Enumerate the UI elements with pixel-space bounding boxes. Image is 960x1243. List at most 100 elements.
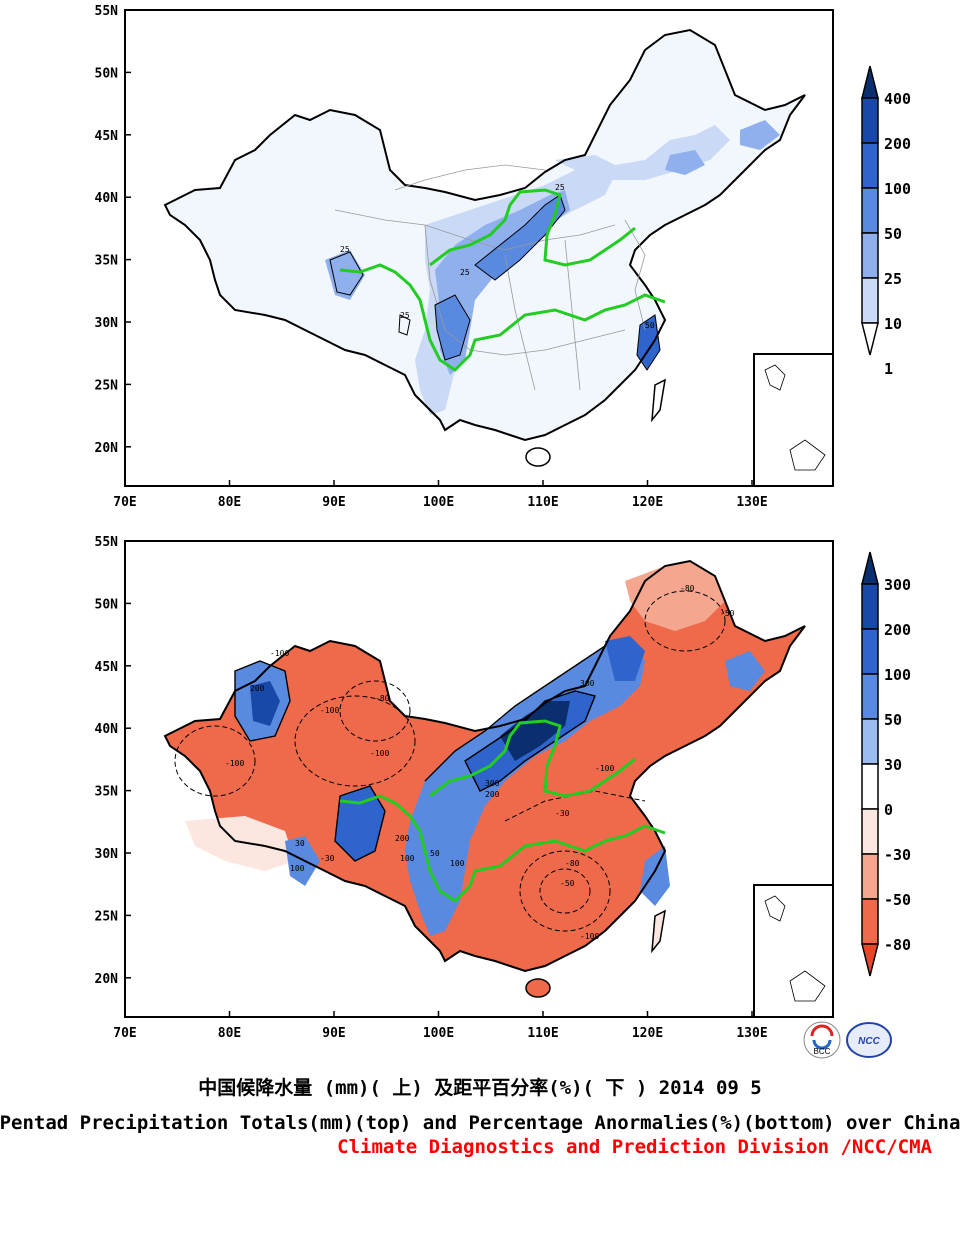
lat-tick-label: 50N [95,66,119,81]
colorbar-label: 0 [884,801,893,819]
top-shade-ne3 [740,120,780,150]
lat-tick-label: 45N [95,660,119,675]
colorbar-label: 10 [884,315,902,333]
lat-tick-label: 45N [95,129,119,144]
colorbar-segment [861,583,879,630]
lon-tick-label: 90E [322,1026,345,1041]
svg-text:100: 100 [450,859,465,868]
lat-tick-label: 30N [95,847,119,862]
colorbar-label: 1 [884,360,893,378]
svg-text:200: 200 [485,790,500,799]
svg-text:-30: -30 [320,854,335,863]
colorbar-label: -50 [884,891,911,909]
colorbar-label: 30 [884,756,902,774]
colorbar-segment [861,322,879,356]
top-longitude-axis: 70E 80E 90E 100E 110E 120E 130E [113,480,768,510]
top-shade-100 [637,315,660,370]
colorbar-segment [861,65,879,99]
colorbar-segment [861,97,879,144]
colorbar-segment [861,187,879,234]
colorbar-label: 300 [884,576,911,594]
svg-text:25: 25 [555,183,565,192]
svg-text:200: 200 [250,684,265,693]
svg-text:-50: -50 [720,609,735,618]
top-colorbar: 400 200 100 50 25 10 1 [861,65,911,378]
svg-text:BCC: BCC [814,1047,831,1056]
svg-text:NCC: NCC [858,1036,880,1047]
colorbar-segment [861,673,879,720]
bottom-shade-ne [625,561,725,631]
bottom-shade-max [500,701,570,761]
lat-tick-label: 55N [95,4,119,19]
top-shade-ne2 [665,150,705,175]
top-province-lines [334,164,646,391]
svg-text:50: 50 [430,849,440,858]
top-contours [329,194,661,371]
colorbar-segment [861,943,879,977]
ncc-logo: NCC [846,1022,892,1058]
colorbar-label: 100 [884,180,911,198]
colorbar-label: -80 [884,936,911,954]
lon-tick-label: 130E [736,495,767,510]
colorbar-segment [861,628,879,675]
lat-tick-label: 35N [95,785,119,800]
svg-text:-80: -80 [565,859,580,868]
bottom-shade-pink-w [185,816,295,871]
bottom-anomaly-map: -100 -100 -80 -100 -100 -50 -30 200 300 … [124,540,834,1018]
colorbar-label: 200 [884,135,911,153]
lon-tick-label: 80E [218,1026,241,1041]
svg-text:-100: -100 [270,649,289,658]
svg-text:-30: -30 [555,809,570,818]
bcc-logo: BCC [803,1021,841,1059]
svg-text:200: 200 [395,834,410,843]
lat-tick-label: 55N [95,535,119,550]
lon-tick-label: 120E [632,1026,663,1041]
bottom-shade-tibet-blue [335,786,385,861]
lon-tick-label: 90E [322,495,345,510]
svg-text:-50: -50 [560,879,575,888]
svg-text:25: 25 [460,268,470,277]
colorbar-label: 50 [884,225,902,243]
svg-text:-100: -100 [370,749,389,758]
colorbar-segment [861,808,879,855]
colorbar-segment [861,763,879,810]
lon-tick-label: 130E [736,1026,767,1041]
lon-tick-label: 80E [218,495,241,510]
lat-tick-label: 25N [95,378,119,393]
title-english: Pentad Precipitation Totals(mm)(top) and… [0,1112,960,1134]
colorbar-segment [861,551,879,585]
lat-tick-label: 30N [95,316,119,331]
lon-tick-label: 110E [527,1026,558,1041]
bottom-yangtze-river [339,794,666,903]
svg-text:-100: -100 [320,706,339,715]
svg-text:300: 300 [580,679,595,688]
colorbar-label: 25 [884,270,902,288]
bottom-negative-contours [174,590,726,932]
colorbar-segment [861,853,879,900]
svg-text:-100: -100 [225,759,244,768]
lat-tick-label: 25N [95,909,119,924]
colorbar-label: 50 [884,711,902,729]
top-shade-50a [475,195,565,280]
svg-text:-100: -100 [580,932,599,941]
svg-text:100: 100 [290,864,305,873]
lat-tick-label: 35N [95,254,119,269]
title-chinese: 中国候降水量 (mm)( 上) 及距平百分率(%)( 下 ) 2014 09 5 [198,1077,762,1099]
top-shade-50b [435,295,470,360]
lat-tick-label: 40N [95,191,119,206]
bottom-yellow-river [429,719,636,798]
bottom-contour-labels: -100 -100 -80 -100 -100 -50 -30 200 300 … [225,584,735,941]
bottom-latitude-axis: 55N 50N 45N 40N 35N 30N 25N 20N [95,535,131,987]
lat-tick-label: 20N [95,441,119,456]
colorbar-label: 400 [884,90,911,108]
top-yangtze-river [339,263,666,372]
svg-text:25: 25 [400,311,410,320]
lon-tick-label: 100E [423,495,454,510]
colorbar-segment [861,232,879,279]
colorbar-label: 200 [884,621,911,639]
lat-tick-label: 20N [95,972,119,987]
bottom-longitude-axis: 70E 80E 90E 100E 110E 120E 130E [113,1011,768,1041]
colorbar-segment [861,142,879,189]
lon-tick-label: 120E [632,495,663,510]
